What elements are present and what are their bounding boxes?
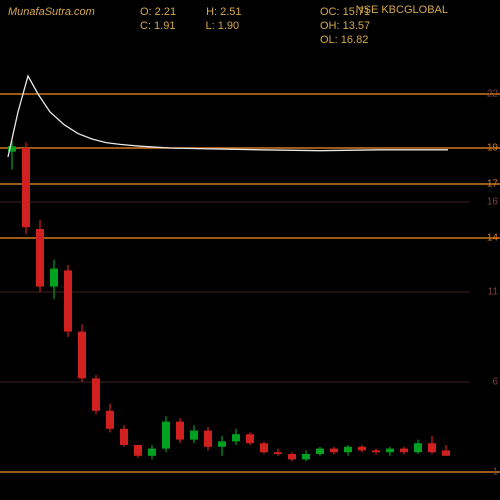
y-axis-label: 22 — [487, 89, 498, 100]
oc-label: OC: 15.71 — [320, 6, 370, 18]
open-label: O: 2.21 — [140, 6, 176, 18]
y-axis-label: 14 — [487, 233, 498, 244]
y-axis-label: 1 — [492, 467, 498, 478]
oh-label: OH: 13.57 — [320, 20, 370, 32]
ohlc-row-2: C: 1.91 L: 1.90 — [140, 20, 239, 32]
candlestick-chart — [0, 0, 500, 500]
high-label: H: 2.51 — [206, 6, 241, 18]
close-label: C: 1.91 — [140, 20, 175, 32]
chart-container: MunafaSutra.com NSE KBCGLOBAL O: 2.21 H:… — [0, 0, 500, 500]
ohlc-row-1: O: 2.21 H: 2.51 — [140, 6, 242, 18]
ol-label: OL: 16.82 — [320, 34, 368, 46]
y-axis-label: 17 — [487, 179, 498, 190]
low-label: L: 1.90 — [205, 20, 239, 32]
y-axis-label: 19 — [487, 143, 498, 154]
y-axis-label: 16 — [487, 197, 498, 208]
y-axis-label: 11 — [488, 287, 498, 298]
y-axis-label: 6 — [492, 377, 498, 388]
